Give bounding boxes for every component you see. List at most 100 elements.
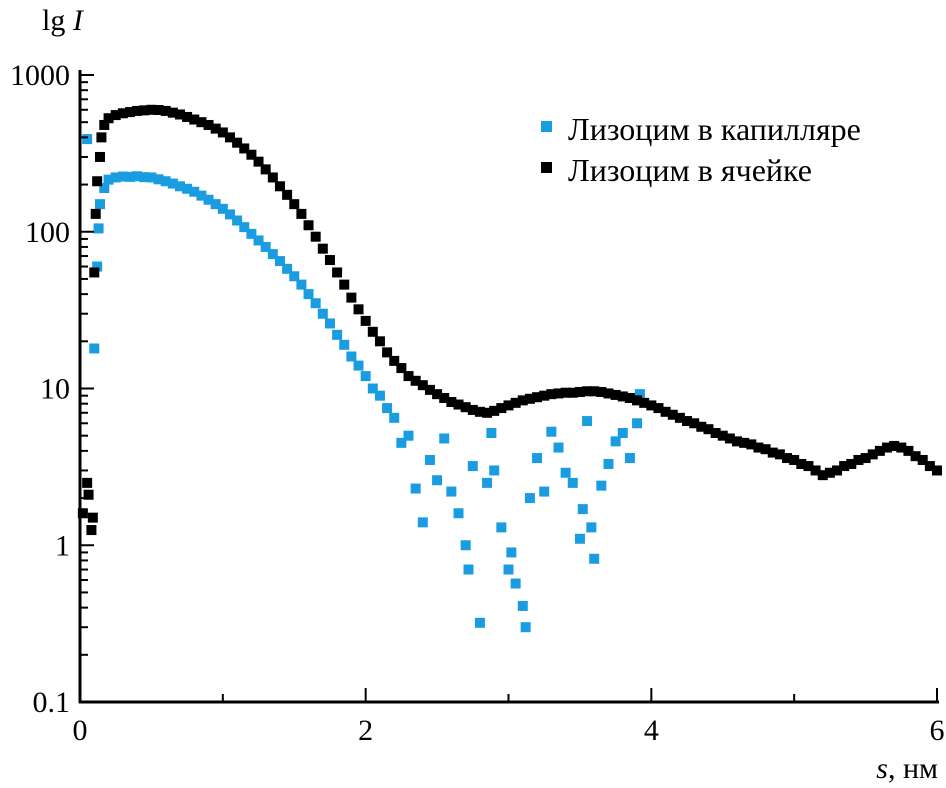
data-point <box>817 470 828 481</box>
data-point <box>417 517 428 528</box>
data-point <box>94 151 105 162</box>
data-point <box>882 442 893 453</box>
data-point <box>782 453 793 464</box>
data-point <box>603 388 614 399</box>
data-point <box>789 454 800 465</box>
x-axis-title-var: s <box>876 752 888 785</box>
data-point <box>546 426 557 437</box>
legend-label-cell: Лизоцим в ячейке <box>568 152 812 188</box>
data-point <box>346 292 357 303</box>
data-point <box>539 390 550 401</box>
data-point <box>90 208 101 219</box>
data-point <box>646 400 657 411</box>
data-point <box>517 395 528 406</box>
data-point <box>382 403 393 414</box>
data-point <box>132 171 143 182</box>
data-point <box>232 137 243 148</box>
data-point <box>139 105 150 116</box>
data-point <box>634 389 645 400</box>
x-tick-label: 4 <box>644 714 659 747</box>
data-point <box>617 428 628 439</box>
data-point <box>589 386 600 397</box>
data-point <box>874 445 885 456</box>
data-point <box>196 190 207 201</box>
data-point <box>482 407 493 418</box>
data-point <box>239 222 250 233</box>
data-point <box>99 183 110 194</box>
data-point <box>246 149 257 160</box>
data-point <box>389 355 400 366</box>
data-point <box>296 208 307 219</box>
data-point <box>453 508 464 519</box>
data-point <box>182 183 193 194</box>
y-axis-title-prefix: lg <box>42 4 73 37</box>
data-point <box>253 235 264 246</box>
x-tick-label: 2 <box>358 714 373 747</box>
data-point <box>117 108 128 119</box>
data-point <box>260 241 271 252</box>
data-point <box>586 522 597 533</box>
data-point <box>360 371 371 382</box>
data-point <box>610 389 621 400</box>
data-point <box>760 444 771 455</box>
data-point <box>396 437 407 448</box>
data-point <box>510 578 521 589</box>
data-point <box>367 326 378 337</box>
data-point <box>82 477 93 488</box>
y-tick-label: 0.1 <box>33 686 71 719</box>
data-point <box>92 176 103 187</box>
data-point <box>94 199 105 210</box>
data-point <box>317 243 328 254</box>
data-point <box>463 564 474 575</box>
data-point <box>89 343 100 354</box>
data-point <box>446 486 457 497</box>
data-point <box>93 223 104 234</box>
data-point <box>482 477 493 488</box>
data-point <box>574 533 585 544</box>
data-point <box>889 440 900 451</box>
data-point <box>417 380 428 391</box>
data-point <box>867 449 878 460</box>
ticks: 0 2 4 6 0.1 1 10 100 1000 <box>10 59 945 747</box>
data-point <box>524 393 535 404</box>
data-point <box>203 194 214 205</box>
data-point <box>232 215 243 226</box>
data-point <box>110 110 121 121</box>
data-point <box>596 386 607 397</box>
data-point <box>424 454 435 465</box>
data-point <box>503 564 514 575</box>
data-point <box>846 458 857 469</box>
data-point <box>167 178 178 189</box>
data-point <box>324 255 335 266</box>
data-point <box>553 388 564 399</box>
data-point <box>189 114 200 125</box>
data-point <box>567 477 578 488</box>
data-point <box>160 176 171 187</box>
data-point <box>332 267 343 278</box>
data-point <box>210 199 221 210</box>
data-point <box>632 418 643 429</box>
data-point <box>217 203 228 214</box>
data-point <box>924 461 935 472</box>
data-point <box>432 389 443 400</box>
data-point <box>710 428 721 439</box>
data-point <box>82 134 93 145</box>
data-point <box>174 181 185 192</box>
data-point <box>767 447 778 458</box>
data-point <box>374 336 385 347</box>
data-point <box>103 113 114 124</box>
data-point <box>682 416 693 427</box>
data-point <box>89 267 100 278</box>
data-point <box>132 105 143 116</box>
data-point <box>267 249 278 260</box>
data-point <box>87 512 98 523</box>
data-point <box>486 428 497 439</box>
data-point <box>382 347 393 358</box>
data-point <box>410 375 421 386</box>
data-point <box>696 421 707 432</box>
data-point <box>896 442 907 453</box>
data-point <box>489 405 500 416</box>
data-point <box>582 416 593 427</box>
data-point <box>474 617 485 628</box>
data-point <box>460 540 471 551</box>
